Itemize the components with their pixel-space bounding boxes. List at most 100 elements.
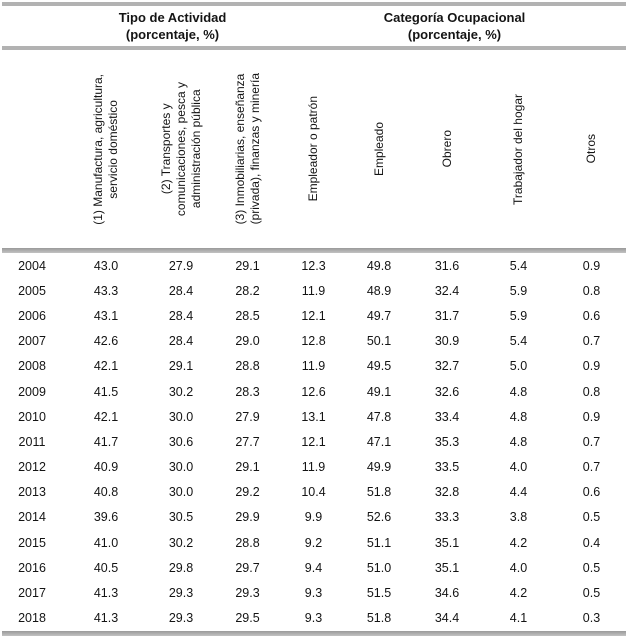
cell-manufactura: 41.7 bbox=[93, 434, 119, 449]
cell-inmobiliarias: 28.8 bbox=[235, 359, 260, 374]
cell-otros: 0.8 bbox=[582, 283, 601, 298]
cell-empleador_o_patron: 9.4 bbox=[304, 560, 323, 575]
cell-inmobiliarias: 27.7 bbox=[235, 434, 260, 449]
cell-transportes: 29.8 bbox=[168, 560, 194, 575]
row-year: 2015 bbox=[18, 535, 46, 550]
table-row: 2010 42.1 30.0 27.9 13.1 47.8 33.4 4.8 0.9 bbox=[0, 404, 628, 429]
cell-obrero: 32.4 bbox=[434, 283, 460, 298]
row-year: 2018 bbox=[18, 611, 46, 626]
group-header-subtitle: (porcentaje, %) bbox=[125, 27, 220, 42]
column-header-obrero: Obrero bbox=[412, 50, 482, 248]
cell-empleador_o_patron: 9.3 bbox=[304, 611, 323, 626]
cell-trabajador_del_hogar: 5.4 bbox=[509, 334, 528, 349]
cell-trabajador_del_hogar: 4.8 bbox=[509, 409, 528, 424]
cell-trabajador_del_hogar: 4.0 bbox=[509, 560, 528, 575]
cell-manufactura: 40.5 bbox=[93, 560, 119, 575]
cell-manufactura: 42.6 bbox=[93, 334, 119, 349]
cell-trabajador_del_hogar: 4.2 bbox=[509, 535, 528, 550]
cell-manufactura: 42.1 bbox=[93, 359, 119, 374]
cell-inmobiliarias: 29.5 bbox=[235, 611, 260, 626]
cell-obrero: 34.4 bbox=[434, 611, 460, 626]
cell-otros: 0.9 bbox=[582, 359, 601, 374]
column-header-year bbox=[0, 50, 64, 248]
cell-trabajador_del_hogar: 3.8 bbox=[509, 510, 528, 525]
cell-otros: 0.7 bbox=[582, 334, 601, 349]
cell-manufactura: 41.0 bbox=[93, 535, 119, 550]
cell-empleador_o_patron: 11.9 bbox=[301, 460, 326, 475]
cell-transportes: 30.6 bbox=[168, 434, 194, 449]
row-year: 2010 bbox=[18, 409, 46, 424]
cell-trabajador_del_hogar: 5.9 bbox=[509, 308, 528, 323]
table-row: 2012 40.9 30.0 29.1 11.9 49.9 33.5 4.0 0.7 bbox=[0, 455, 628, 480]
row-year: 2017 bbox=[18, 586, 46, 601]
cell-inmobiliarias: 27.9 bbox=[235, 409, 260, 424]
row-year: 2005 bbox=[18, 283, 46, 298]
cell-empleado: 49.9 bbox=[366, 460, 392, 475]
cell-otros: 0.4 bbox=[582, 535, 601, 550]
cell-transportes: 30.2 bbox=[168, 384, 194, 399]
cell-inmobiliarias: 28.8 bbox=[235, 535, 260, 550]
cell-transportes: 30.2 bbox=[168, 535, 194, 550]
table-row: 2005 43.3 28.4 28.2 11.9 48.9 32.4 5.9 0.8 bbox=[0, 278, 628, 303]
cell-trabajador_del_hogar: 4.0 bbox=[509, 460, 528, 475]
cell-transportes: 30.0 bbox=[168, 460, 194, 475]
cell-obrero: 35.1 bbox=[434, 560, 460, 575]
cell-transportes: 27.9 bbox=[168, 258, 194, 273]
column-header-trabajador-del-hogar: Trabajador del hogar bbox=[482, 50, 555, 248]
cell-empleador_o_patron: 12.1 bbox=[301, 434, 326, 449]
cell-empleado: 47.8 bbox=[366, 409, 392, 424]
header-data-rule bbox=[2, 248, 626, 253]
cell-empleado: 48.9 bbox=[366, 283, 392, 298]
cell-otros: 0.5 bbox=[582, 510, 601, 525]
cell-obrero: 33.5 bbox=[434, 460, 460, 475]
column-header-empleado: Empleado bbox=[346, 50, 412, 248]
cell-inmobiliarias: 29.0 bbox=[235, 334, 260, 349]
column-header-label: Obrero bbox=[439, 130, 454, 168]
table-row: 2011 41.7 30.6 27.7 12.1 47.1 35.3 4.8 0.7 bbox=[0, 429, 628, 454]
cell-transportes: 29.3 bbox=[168, 586, 194, 601]
cell-inmobiliarias: 29.2 bbox=[235, 485, 260, 500]
cell-inmobiliarias: 29.1 bbox=[235, 258, 260, 273]
top-rule bbox=[2, 2, 626, 6]
cell-obrero: 33.4 bbox=[434, 409, 460, 424]
cell-empleado: 51.1 bbox=[366, 535, 392, 550]
column-header-manufactura: (1) Manufactura, agricultura, servicio d… bbox=[64, 50, 148, 248]
row-year: 2013 bbox=[18, 485, 46, 500]
cell-otros: 0.7 bbox=[582, 434, 601, 449]
cell-manufactura: 41.3 bbox=[93, 586, 119, 601]
cell-inmobiliarias: 29.1 bbox=[235, 460, 260, 475]
cell-otros: 0.7 bbox=[582, 460, 601, 475]
group-header-row: Tipo de Actividad (porcentaje, %) Catego… bbox=[0, 6, 628, 46]
cell-obrero: 34.6 bbox=[434, 586, 460, 601]
cell-empleado: 52.6 bbox=[366, 510, 392, 525]
cell-empleador_o_patron: 9.2 bbox=[304, 535, 323, 550]
table-row: 2016 40.5 29.8 29.7 9.4 51.0 35.1 4.0 0.5 bbox=[0, 555, 628, 580]
cell-otros: 0.3 bbox=[582, 611, 601, 626]
cell-transportes: 30.0 bbox=[168, 409, 194, 424]
row-year: 2016 bbox=[18, 560, 46, 575]
cell-transportes: 30.5 bbox=[168, 510, 194, 525]
column-header-label: (3) Inmobiliarias, enseñanza (privada), … bbox=[232, 73, 262, 225]
cell-transportes: 29.3 bbox=[168, 611, 194, 626]
row-year: 2012 bbox=[18, 460, 46, 475]
cell-trabajador_del_hogar: 4.8 bbox=[509, 384, 528, 399]
cell-manufactura: 43.1 bbox=[93, 308, 119, 323]
cell-empleado: 49.8 bbox=[366, 258, 392, 273]
group-header-title: Categoría Ocupacional bbox=[383, 10, 526, 25]
cell-transportes: 29.1 bbox=[168, 359, 194, 374]
table-row: 2004 43.0 27.9 29.1 12.3 49.8 31.6 5.4 0.9 bbox=[0, 253, 628, 278]
cell-empleado: 49.5 bbox=[366, 359, 392, 374]
column-header-label: (1) Manufactura, agricultura, servicio d… bbox=[91, 73, 120, 225]
cell-obrero: 35.1 bbox=[434, 535, 460, 550]
table-row: 2009 41.5 30.2 28.3 12.6 49.1 32.6 4.8 0.8 bbox=[0, 379, 628, 404]
cell-empleador_o_patron: 11.9 bbox=[301, 359, 326, 374]
cell-manufactura: 43.3 bbox=[93, 283, 119, 298]
cell-otros: 0.5 bbox=[582, 560, 601, 575]
cell-empleador_o_patron: 9.3 bbox=[304, 586, 323, 601]
cell-obrero: 32.7 bbox=[434, 359, 460, 374]
group-header-tipo-de-actividad: Tipo de Actividad (porcentaje, %) bbox=[64, 9, 281, 43]
cell-transportes: 28.4 bbox=[168, 334, 194, 349]
cell-inmobiliarias: 29.9 bbox=[235, 510, 260, 525]
cell-manufactura: 40.8 bbox=[93, 485, 119, 500]
